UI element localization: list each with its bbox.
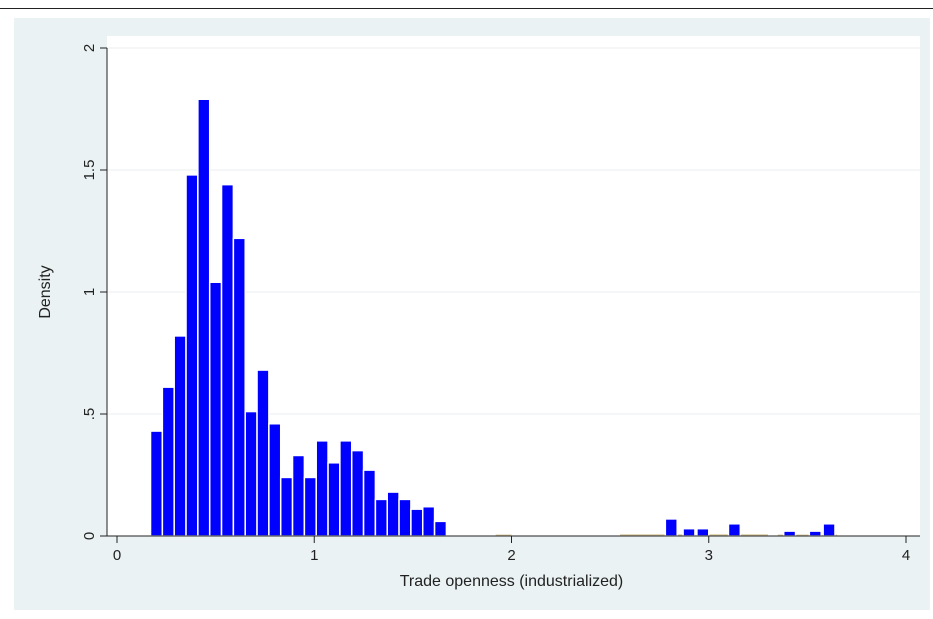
histogram-bar (256, 369, 270, 537)
x-axis-label: Trade openness (industrialized) (400, 573, 624, 590)
y-tick-label: 1.5 (81, 160, 98, 181)
histogram-bar (398, 498, 412, 537)
histogram-bar (327, 462, 341, 537)
histogram-bar (291, 454, 306, 537)
y-tick-label: .5 (81, 408, 98, 421)
tick-labels: 0 1 2 3 4 0 .5 1 1.5 2 (81, 44, 910, 564)
top-rule (0, 8, 933, 9)
histogram-bar (822, 523, 836, 537)
y-tick-label: 2 (81, 44, 98, 52)
y-tick-label: 1 (81, 288, 98, 296)
histogram-bar (161, 386, 175, 537)
y-tick-label: 0 (81, 532, 98, 540)
histogram-bar (682, 527, 696, 537)
histogram-bar (149, 430, 164, 537)
histogram-bar (664, 518, 678, 537)
histogram-bar (782, 530, 797, 537)
x-tick-label: 1 (310, 547, 318, 564)
x-tick-label: 4 (902, 547, 910, 564)
histogram-bar (696, 527, 710, 537)
histogram-bar (350, 449, 365, 537)
histogram-bar (410, 508, 424, 537)
secondary-bar (777, 534, 837, 536)
histogram-bar (339, 440, 353, 537)
histogram-bar (185, 174, 199, 537)
histogram-bar (433, 520, 448, 537)
histogram-bar (220, 183, 235, 537)
x-tick-label: 0 (113, 547, 121, 564)
histogram-bar (374, 498, 388, 537)
histogram-bar (244, 410, 258, 537)
x-tick-label: 2 (507, 547, 515, 564)
histogram-bar (268, 423, 282, 537)
histogram-bar (232, 237, 246, 537)
x-tick-label: 3 (705, 547, 713, 564)
histogram-bar (727, 523, 742, 537)
histogram-bar (386, 491, 400, 537)
histogram-bar (421, 505, 436, 537)
histogram-bar (362, 469, 377, 537)
secondary-bar (495, 534, 512, 536)
histogram-bar (808, 530, 822, 537)
histogram-bar (303, 476, 317, 537)
histogram-bar (315, 440, 329, 537)
histogram-bar (173, 335, 187, 537)
histogram-bar (279, 476, 294, 537)
histogram-bar (208, 281, 223, 537)
y-axis-label: Density (37, 265, 54, 318)
histogram-bar (197, 98, 211, 537)
